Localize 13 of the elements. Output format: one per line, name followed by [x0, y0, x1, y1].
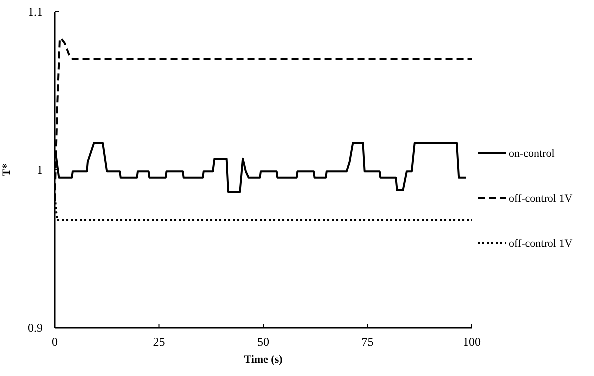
x-tick-label: 0 [52, 335, 58, 349]
y-axis-title: T* [1, 163, 13, 176]
legend-label: off-control 1V [509, 238, 573, 250]
y-tick-label: 1.1 [28, 5, 43, 20]
legend-label: on-control [509, 148, 555, 160]
x-axis-title: Time (s) [244, 354, 284, 366]
x-tick-label: 50 [258, 335, 270, 349]
legend-label: off-control 1V [509, 192, 573, 205]
x-tick-label: 25 [153, 335, 166, 349]
x-tick-label: 100 [463, 335, 481, 349]
y-tick-label: 1 [37, 163, 43, 178]
x-tick-label: 75 [362, 335, 374, 349]
y-tick-label: 0.9 [28, 321, 43, 336]
